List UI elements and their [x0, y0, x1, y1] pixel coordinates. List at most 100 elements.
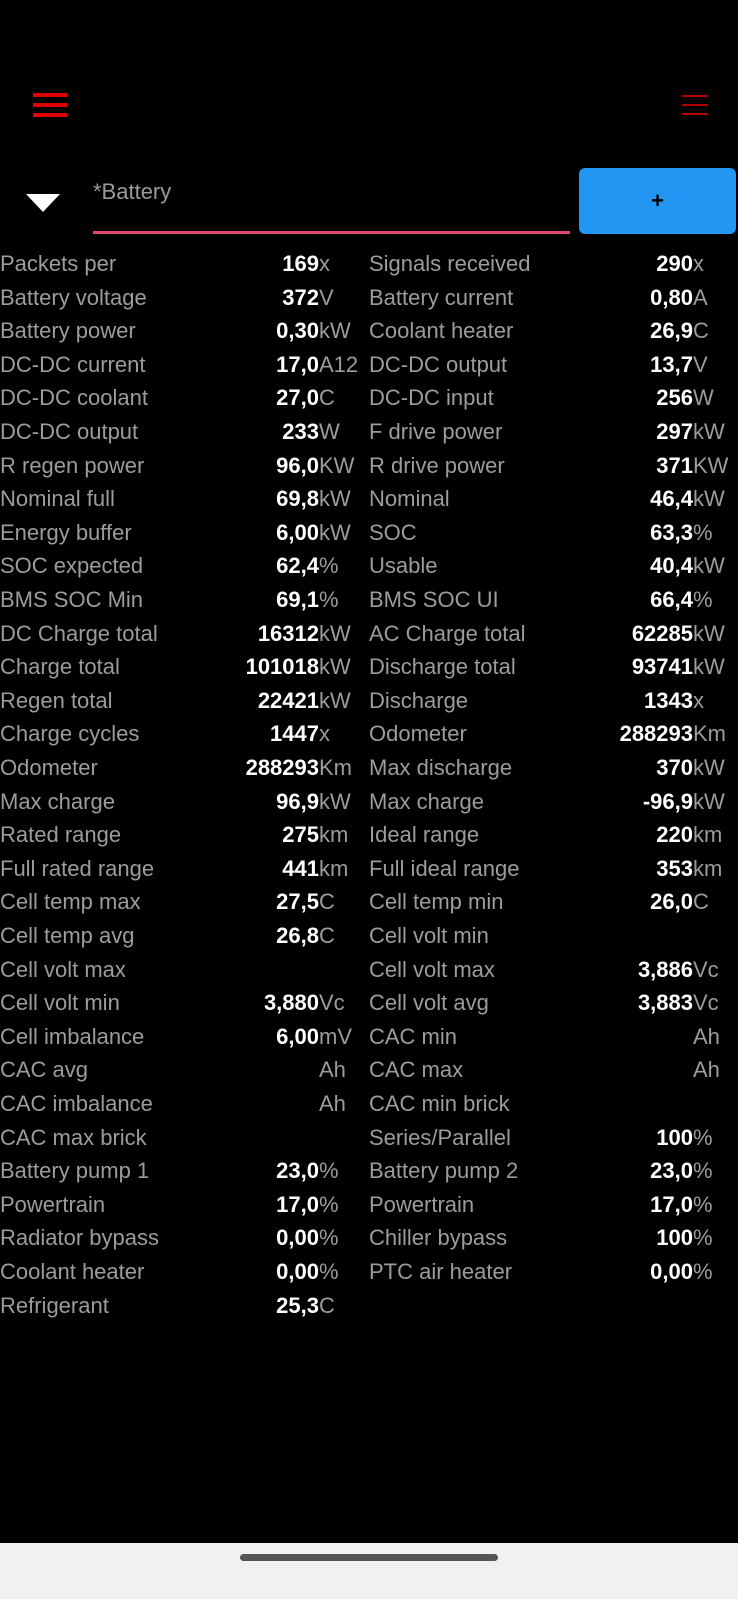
signal-label: Cell volt min: [0, 990, 120, 1016]
signal-label: DC-DC current: [0, 351, 146, 377]
signal-unit: %: [693, 1191, 713, 1217]
signal-label: R regen power: [0, 452, 145, 478]
signal-unit: mV: [319, 1023, 352, 1049]
signal-label: Battery pump 1: [0, 1158, 150, 1184]
signal-unit: Ah: [319, 1091, 346, 1116]
signal-value: 233: [282, 419, 319, 444]
signal-label: Coolant heater: [369, 318, 514, 344]
signal-value: 93741: [631, 654, 693, 680]
signal-value: 0,00: [276, 1259, 319, 1284]
signal-value: 297: [656, 419, 693, 444]
signal-unit: kW: [693, 620, 725, 646]
signal-unit: A: [693, 284, 708, 310]
signal-value: 25,3: [276, 1292, 319, 1318]
signal-value: 46,4: [650, 486, 693, 512]
signal-unit: km: [319, 822, 349, 848]
signal-value: 371: [656, 452, 693, 478]
signal-value: 3,883: [637, 990, 693, 1016]
signal-value: 26,9: [650, 318, 693, 344]
signal-label: DC-DC output: [0, 419, 139, 444]
signal-unit: km: [319, 855, 349, 881]
signal-label: Battery pump 2: [369, 1158, 519, 1184]
signal-label: SOC: [369, 519, 417, 545]
signal-value: 290: [656, 251, 693, 276]
signal-label: DC Charge total: [0, 620, 158, 646]
signal-unit: %: [319, 587, 339, 612]
screen-selector-field[interactable]: *Battery: [93, 175, 570, 234]
menu-right-icon[interactable]: [682, 95, 708, 122]
signal-value: 62,4: [276, 553, 319, 579]
signal-unit: %: [319, 1191, 339, 1217]
signal-unit: %: [319, 1225, 339, 1251]
signal-unit: %: [693, 1225, 713, 1251]
signal-value: 441: [282, 855, 319, 881]
screen-selector-value: *Battery: [93, 179, 172, 204]
signal-value: 69,8: [276, 486, 319, 512]
signal-label: Nominal full: [0, 486, 115, 512]
signal-label: Powertrain: [0, 1191, 106, 1217]
signal-value: 353: [656, 855, 693, 881]
signal-unit: kW: [319, 486, 351, 512]
signal-value: 3,886: [637, 956, 693, 982]
signal-value: -96,9: [642, 788, 693, 814]
signal-unit: %: [693, 1124, 713, 1150]
signal-unit: kW: [319, 519, 351, 545]
signal-value: 66,4: [650, 587, 693, 612]
signal-value: 220: [656, 822, 693, 848]
signal-value: 370: [656, 755, 693, 780]
signal-label: Cell volt max: [0, 956, 126, 982]
home-gesture-handle[interactable]: [240, 1554, 498, 1561]
signal-label: CAC avg: [0, 1057, 89, 1083]
signal-label: Discharge: [369, 687, 469, 713]
signal-unit: kW: [319, 318, 351, 344]
signal-label: PTC air heater: [369, 1259, 513, 1284]
signal-label: CAC max: [369, 1057, 464, 1083]
signal-unit: V: [693, 351, 708, 377]
signal-value: 17,0: [650, 1191, 693, 1217]
signal-unit: kW: [693, 486, 725, 512]
signal-label: DC-DC coolant: [0, 385, 148, 411]
signal-label: Cell temp max: [0, 889, 141, 915]
signal-unit: KW: [319, 452, 355, 478]
signal-value: 40,4: [650, 553, 693, 579]
signal-label: Rated range: [0, 822, 122, 848]
menu-left-icon[interactable]: [33, 93, 67, 123]
signal-unit: A12: [319, 351, 359, 377]
signal-value: 96,0: [276, 452, 319, 478]
triangle-down-icon[interactable]: [26, 194, 60, 212]
signal-unit: C: [693, 318, 709, 344]
signal-value: 101018: [245, 654, 319, 680]
signal-label: Refrigerant: [0, 1292, 109, 1318]
signal-unit: Km: [319, 755, 352, 780]
signal-value: 0,00: [650, 1259, 693, 1284]
signal-label: CAC max brick: [0, 1124, 147, 1150]
signal-unit: C: [319, 923, 335, 948]
signal-unit: km: [693, 855, 723, 881]
signal-unit: Ah: [319, 1057, 346, 1083]
signal-label: Charge total: [0, 654, 120, 680]
signal-label: Full ideal range: [369, 855, 520, 881]
signal-value: 3,880: [263, 990, 319, 1016]
signal-label: Full rated range: [0, 855, 155, 881]
signal-label: Cell imbalance: [0, 1023, 145, 1049]
signal-label: Cell temp avg: [0, 923, 135, 948]
signal-label: F drive power: [369, 419, 503, 444]
signal-label: R drive power: [369, 452, 505, 478]
signal-label: Ideal range: [369, 822, 480, 848]
signal-label: Odometer: [0, 755, 98, 780]
signal-label: Radiator bypass: [0, 1225, 159, 1251]
signal-label: Cell volt max: [369, 956, 495, 982]
signal-value: 27,0: [276, 385, 319, 411]
signal-value: 16312: [257, 620, 319, 646]
signal-unit: Ah: [693, 1023, 720, 1049]
signal-value: 100: [656, 1225, 693, 1251]
signal-label: SOC expected: [0, 553, 144, 579]
add-button[interactable]: +: [579, 168, 736, 234]
signal-value: 69,1: [276, 587, 319, 612]
signal-unit: x: [693, 251, 704, 276]
signal-value: 26,8: [276, 923, 319, 948]
signal-label: Cell volt avg: [369, 990, 489, 1016]
signal-unit: kW: [319, 620, 351, 646]
signal-unit: W: [693, 385, 714, 411]
signal-label: BMS SOC UI: [369, 587, 499, 612]
